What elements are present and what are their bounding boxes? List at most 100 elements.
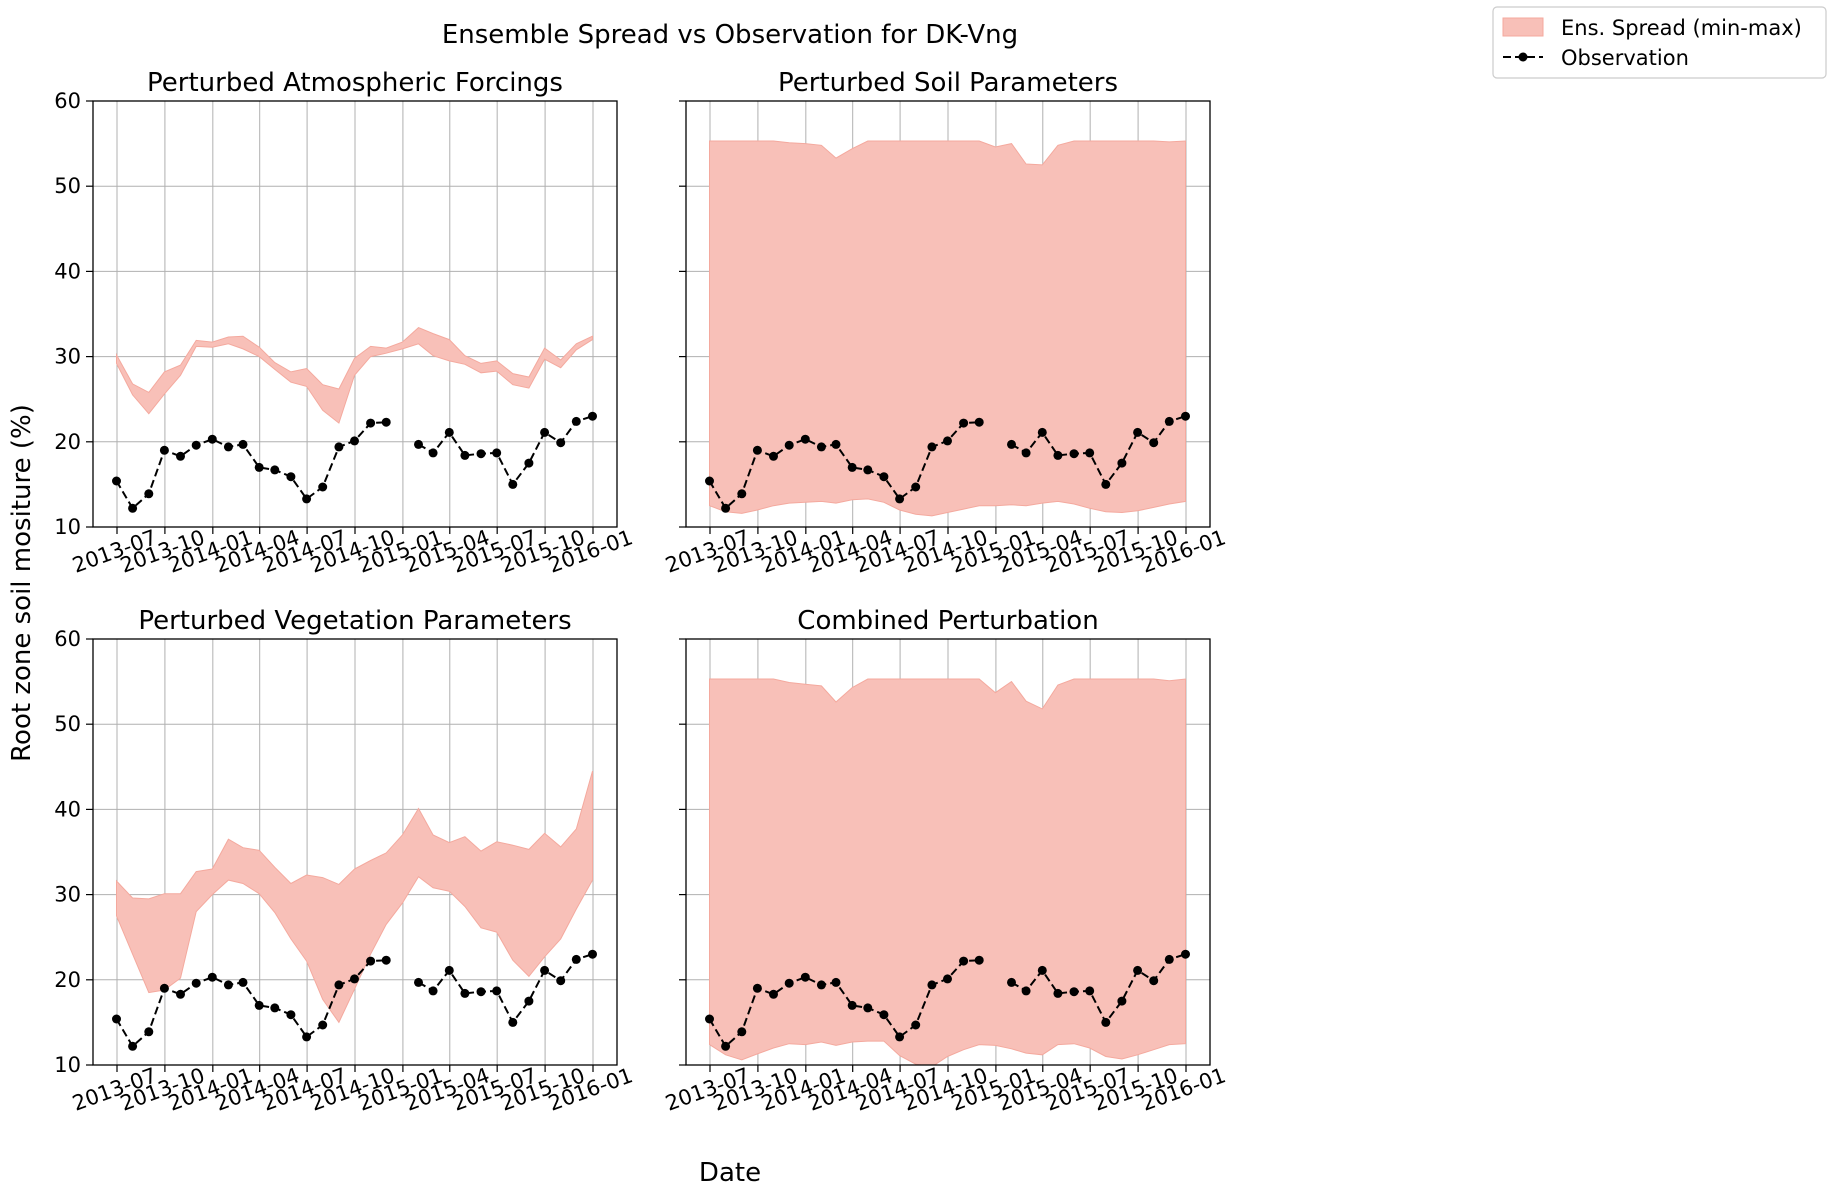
observation-point <box>112 476 121 486</box>
observation-point <box>737 489 747 499</box>
observation-point <box>784 440 794 450</box>
observation-point <box>588 949 597 959</box>
ensemble-spread-band <box>116 327 593 424</box>
observation-point <box>207 972 217 982</box>
plot-area <box>112 770 597 1051</box>
subplot-title: Perturbed Atmospheric Forcings <box>147 68 563 98</box>
observation-point <box>1133 427 1143 437</box>
observation-point <box>460 450 470 460</box>
y-tick-label: 50 <box>54 712 81 736</box>
observation-point <box>1053 988 1063 998</box>
observation-point <box>476 449 486 459</box>
plot-area <box>705 678 1190 1065</box>
plot-area <box>112 327 597 513</box>
observation-point <box>927 980 937 990</box>
observation-point <box>286 1010 296 1020</box>
ensemble-spread-band <box>709 678 1186 1065</box>
y-tick-label: 30 <box>54 345 81 369</box>
legend-label-observation: Observation <box>1561 46 1689 70</box>
observation-point <box>254 462 264 472</box>
observation-point <box>816 442 826 452</box>
figure-title: Ensemble Spread vs Observation for DK-Vn… <box>442 20 1018 50</box>
observation-point <box>769 989 778 999</box>
observation-point <box>1101 479 1111 489</box>
subplot-title: Perturbed Soil Parameters <box>778 68 1118 98</box>
observation-point <box>571 954 581 964</box>
observation-point <box>144 489 154 499</box>
legend-label-spread: Ens. Spread (min-max) <box>1561 16 1802 40</box>
observation-point <box>816 980 826 990</box>
observation-point <box>1037 965 1047 975</box>
observation-point <box>943 974 952 984</box>
ensemble-spread-band <box>709 140 1186 517</box>
subplot-3: Perturbed Vegetation Parameters 10 20 30 40 5… <box>54 606 636 1116</box>
observation-point <box>176 451 185 461</box>
legend-band-swatch <box>1502 17 1544 37</box>
observation-point <box>721 503 731 513</box>
observation-point <box>159 983 169 993</box>
observation-point <box>508 479 518 489</box>
observation-point <box>254 1000 264 1010</box>
observation-point <box>112 1014 121 1024</box>
observation-point <box>1085 986 1095 996</box>
observation-point <box>191 440 201 450</box>
observation-point <box>1181 949 1190 959</box>
observation-point <box>1117 996 1127 1006</box>
observation-point <box>1069 987 1079 997</box>
y-tick-label: 40 <box>54 259 81 283</box>
subplot-title: Combined Perturbation <box>797 606 1098 636</box>
observation-point <box>1117 458 1127 468</box>
observation-point <box>1021 986 1031 996</box>
observation-point <box>863 1003 873 1013</box>
legend-frame <box>1492 6 1827 79</box>
observation-point <box>540 965 550 975</box>
observation-point <box>1021 448 1031 458</box>
observation-point <box>1053 450 1063 460</box>
observation-point <box>705 476 714 486</box>
observation-point <box>911 482 921 492</box>
observation-point <box>879 1010 889 1020</box>
observation-point <box>784 978 794 988</box>
observation-point <box>366 956 376 966</box>
y-tick-label: 10 <box>54 515 81 539</box>
observation-point <box>556 438 566 448</box>
y-tick-label: 60 <box>54 89 81 113</box>
observation-point <box>895 1032 905 1042</box>
observation-point <box>752 983 762 993</box>
observation-point <box>159 445 169 455</box>
observation-point <box>302 1032 312 1042</box>
observation-point <box>176 989 185 999</box>
observation-point <box>270 1003 280 1013</box>
observation-point <box>428 986 438 996</box>
observation-point <box>286 472 296 482</box>
observation-point <box>366 418 376 428</box>
legend: Ens. Spread (min-max) Observation <box>1492 6 1827 79</box>
observation-point <box>863 465 873 475</box>
observation-point <box>1149 976 1159 986</box>
observation-point <box>800 972 810 982</box>
ensemble-spread-band <box>116 770 593 1024</box>
observation-point <box>1164 954 1174 964</box>
observation-point <box>428 448 438 458</box>
observation-point <box>508 1017 518 1027</box>
observation-point <box>1133 965 1143 975</box>
observation-point <box>1069 449 1079 459</box>
observation-point <box>959 418 969 428</box>
y-tick-label: 50 <box>54 174 81 198</box>
observation-point <box>943 436 952 446</box>
subplot-title: Perturbed Vegetation Parameters <box>138 606 571 636</box>
observation-point <box>895 494 905 504</box>
plot-area <box>705 140 1190 517</box>
y-tick-label: 30 <box>54 883 81 907</box>
observation-point <box>831 977 841 987</box>
observation-point <box>207 434 217 444</box>
observation-point <box>847 1000 857 1010</box>
observation-point <box>238 977 248 987</box>
observation-point <box>1007 439 1016 449</box>
observation-point <box>831 439 841 449</box>
subplot-4: Combined Perturbation2013-072013-102014-… <box>662 606 1229 1116</box>
observation-point <box>270 465 280 475</box>
observation-point <box>588 411 597 421</box>
observation-point <box>911 1020 921 1030</box>
observation-point <box>752 445 762 455</box>
